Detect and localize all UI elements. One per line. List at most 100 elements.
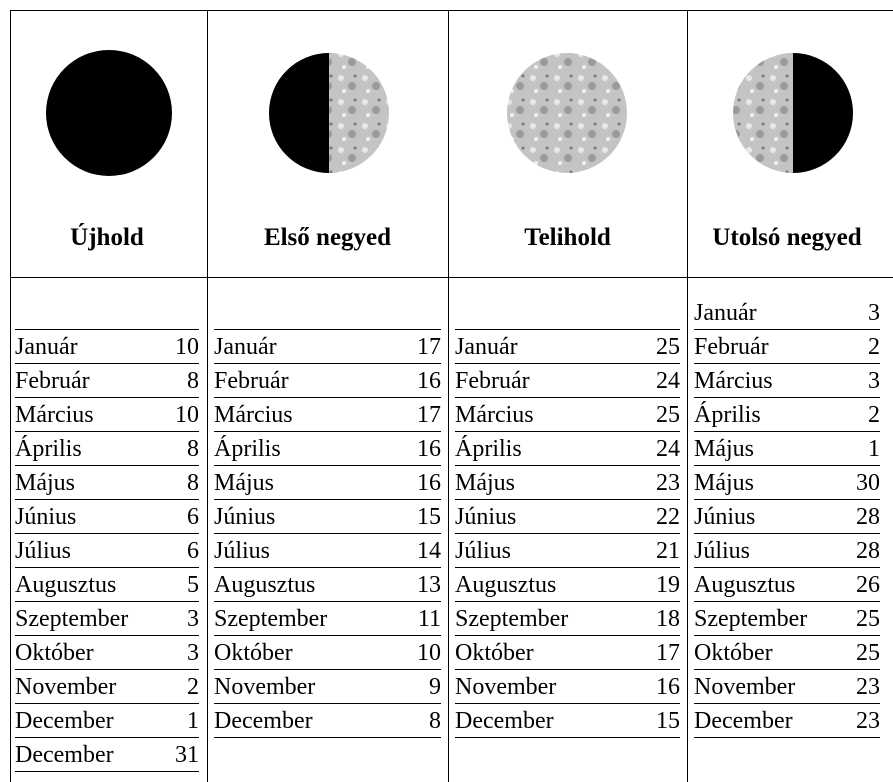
month: Május <box>15 466 75 500</box>
date-cell: Július28 <box>694 534 880 568</box>
day: 11 <box>418 602 441 636</box>
day: 25 <box>656 398 680 432</box>
month: November <box>455 670 556 704</box>
day: 28 <box>856 534 880 568</box>
date-cell: November2 <box>15 670 199 704</box>
month: Január <box>15 330 78 364</box>
date-cell: Augusztus26 <box>694 568 880 602</box>
month: Szeptember <box>455 602 568 636</box>
day: 3 <box>187 636 199 670</box>
day: 8 <box>187 432 199 466</box>
day: 19 <box>656 568 680 602</box>
day: 10 <box>417 636 441 670</box>
month: Május <box>694 432 754 466</box>
month: Március <box>15 398 94 432</box>
day: 17 <box>417 398 441 432</box>
month: Június <box>15 500 76 534</box>
month: December <box>694 704 793 738</box>
day: 23 <box>656 466 680 500</box>
month: Április <box>15 432 82 466</box>
month: Július <box>214 534 270 568</box>
month: Augusztus <box>455 568 556 602</box>
day: 30 <box>856 466 880 500</box>
month: Október <box>214 636 293 670</box>
date-cell: Február16 <box>214 364 441 398</box>
date-cell: Szeptember 25 <box>694 602 880 636</box>
day: 8 <box>187 466 199 500</box>
date-cell: Október 10 <box>214 636 441 670</box>
date-cell: Augusztus 19 <box>455 568 680 602</box>
month: Október <box>455 636 534 670</box>
month: Február <box>694 330 769 364</box>
month: Október <box>694 636 773 670</box>
month: Augusztus <box>15 568 116 602</box>
first-quarter <box>269 53 389 173</box>
empty-cell <box>455 296 680 330</box>
date-cell: Október 17 <box>455 636 680 670</box>
day: 24 <box>656 432 680 466</box>
day: 6 <box>187 534 199 568</box>
month: Február <box>455 364 530 398</box>
date-cell: December8 <box>214 704 441 738</box>
date-cell: Február 2 <box>694 330 880 364</box>
date-cell: December15 <box>455 704 680 738</box>
day: 17 <box>656 636 680 670</box>
month: November <box>214 670 315 704</box>
month: November <box>15 670 116 704</box>
date-cell: Február 8 <box>15 364 199 398</box>
month: Február <box>15 364 90 398</box>
date-cell: Március 25 <box>455 398 680 432</box>
month: Október <box>15 636 94 670</box>
last-quarter <box>733 53 853 173</box>
month: Január <box>694 296 757 330</box>
column-title: Első negyed <box>214 224 441 252</box>
day: 25 <box>856 636 880 670</box>
day: 2 <box>868 330 880 364</box>
day: 9 <box>429 670 441 704</box>
date-cell: Május 1 <box>694 432 880 466</box>
date-cell: November 9 <box>214 670 441 704</box>
day: 18 <box>656 602 680 636</box>
day: 28 <box>856 500 880 534</box>
month: Július <box>455 534 511 568</box>
month: Március <box>455 398 534 432</box>
day: 17 <box>417 330 441 364</box>
day: 10 <box>175 398 199 432</box>
day: 8 <box>187 364 199 398</box>
date-cell: Január17 <box>214 330 441 364</box>
day: 1 <box>868 432 880 466</box>
date-cell: November 16 <box>455 670 680 704</box>
month: December <box>15 738 114 772</box>
date-cell: Május 8 <box>15 466 199 500</box>
day: 16 <box>417 432 441 466</box>
empty-cell <box>15 296 199 330</box>
date-cell: Szeptember 18 <box>455 602 680 636</box>
date-cell: Április24 <box>455 432 680 466</box>
date-cell: Október 3 <box>15 636 199 670</box>
date-cell: Április 8 <box>15 432 199 466</box>
day: 16 <box>656 670 680 704</box>
month: Szeptember <box>694 602 807 636</box>
day: 3 <box>187 602 199 636</box>
month: Június <box>455 500 516 534</box>
day: 16 <box>417 364 441 398</box>
day: 15 <box>656 704 680 738</box>
date-cell: Június15 <box>214 500 441 534</box>
day: 25 <box>856 602 880 636</box>
day: 2 <box>868 398 880 432</box>
month: Március <box>694 364 773 398</box>
date-cell: Június6 <box>15 500 199 534</box>
date-cell: Május30 <box>694 466 880 500</box>
month: Július <box>15 534 71 568</box>
date-cell: Október 25 <box>694 636 880 670</box>
day: 26 <box>856 568 880 602</box>
